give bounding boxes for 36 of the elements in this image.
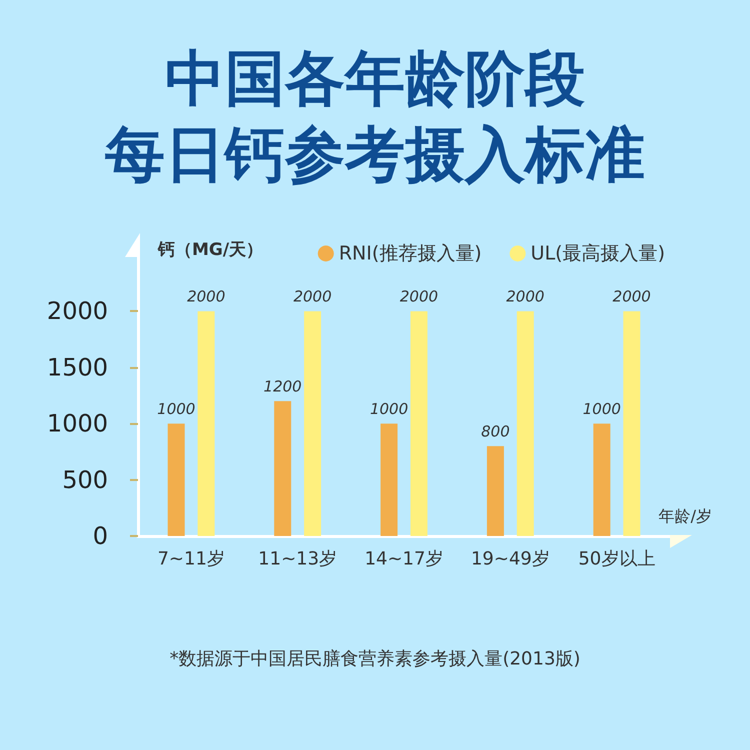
data-label: 2000 bbox=[506, 288, 544, 306]
legend-label: RNI(推荐摄入量) bbox=[338, 242, 482, 264]
bar bbox=[486, 446, 504, 536]
x-axis-title: 年龄/岁 bbox=[658, 506, 712, 526]
y-tick-label: 500 bbox=[62, 466, 108, 494]
x-tick-label: 19~49岁 bbox=[470, 548, 550, 570]
bar bbox=[410, 311, 428, 536]
data-label: 800 bbox=[481, 422, 510, 441]
data-label: 1200 bbox=[264, 378, 302, 396]
y-tick-label: 0 bbox=[92, 522, 108, 550]
chart-title: 中国各年龄阶段每日钙参考摄入标准 bbox=[104, 44, 645, 190]
x-tick-label: 11~13岁 bbox=[258, 548, 338, 570]
y-axis-title: 钙（MG/天） bbox=[157, 240, 264, 260]
bar bbox=[380, 424, 398, 536]
bar bbox=[198, 311, 215, 536]
data-label: 2000 bbox=[187, 288, 226, 306]
x-tick-label: 14~17岁 bbox=[364, 548, 444, 570]
data-label: 1000 bbox=[582, 400, 621, 418]
text: *数据源于中国居民膳食营养素参考摄入量(2013版) bbox=[170, 648, 580, 670]
bar bbox=[623, 311, 640, 536]
data-label: 2000 bbox=[612, 288, 651, 306]
data-label: 2000 bbox=[400, 288, 438, 306]
data-label: 1000 bbox=[157, 400, 196, 418]
y-tick-label: 1500 bbox=[46, 353, 108, 382]
bar bbox=[274, 401, 292, 536]
y-tick-label: 1000 bbox=[46, 410, 108, 438]
legend-label: UL(最高摄入量) bbox=[530, 242, 666, 264]
bar bbox=[593, 424, 610, 536]
x-tick-label: 7~11岁 bbox=[157, 548, 225, 570]
data-label: 2000 bbox=[293, 288, 332, 306]
data-label: 1000 bbox=[370, 400, 408, 418]
x-tick-label: 50岁以上 bbox=[578, 548, 656, 570]
bar bbox=[516, 311, 534, 536]
bar bbox=[304, 311, 322, 536]
y-tick-label: 2000 bbox=[46, 297, 108, 326]
bar bbox=[168, 424, 185, 536]
